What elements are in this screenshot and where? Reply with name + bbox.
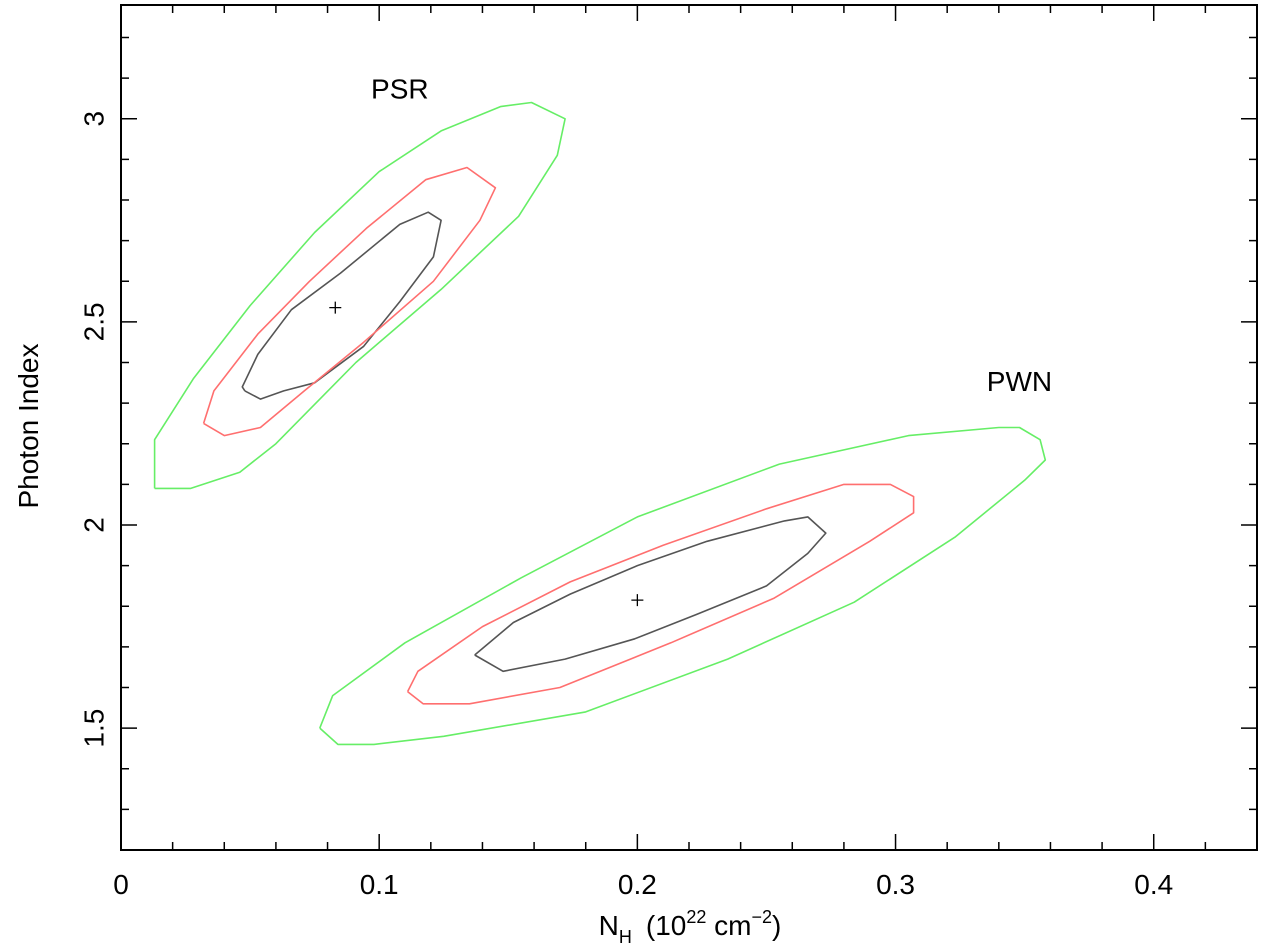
x-axis-title-unit-open: (10 (646, 910, 686, 941)
y-tick-label: 1.5 (78, 709, 109, 748)
contour-layer (153, 101, 1047, 746)
x-axis-title-subscript: H (619, 927, 632, 947)
pwn-annotation: PWN (987, 366, 1052, 397)
x-tick-labels: 0 0.1 0.2 0.3 0.4 (113, 869, 1173, 900)
psr-best-fit-marker (329, 301, 342, 314)
x-axis-title-main: N (599, 910, 619, 941)
y-axis-title: Photon Index (13, 343, 44, 508)
x-tick-label: 0 (113, 869, 129, 900)
y-tick-label: 2 (78, 517, 109, 533)
pwn-contour-outer (319, 426, 1047, 746)
pwn-contour-middle (406, 483, 915, 705)
x-tick-label: 0.1 (360, 869, 399, 900)
annotation-layer: PSR PWN (371, 73, 1052, 397)
x-axis-title-unit-mid: cm (706, 910, 751, 941)
tick-mark-layer (120, 5, 1258, 851)
y-tick-label: 2.5 (78, 302, 109, 341)
x-axis-title-exponent: 22 (686, 907, 706, 927)
pwn-best-fit-marker (631, 594, 644, 607)
x-axis-title-unit-close: ) (772, 910, 781, 941)
pwn-contour-inner (474, 516, 827, 673)
y-tick-label: 3 (78, 111, 109, 127)
plot-frame (120, 4, 1258, 851)
psr-contour-middle (202, 166, 497, 437)
x-tick-label: 0.4 (1134, 869, 1173, 900)
x-axis-title-exponent-2: −2 (751, 907, 772, 927)
x-tick-label: 0.3 (876, 869, 915, 900)
x-tick-label: 0.2 (618, 869, 657, 900)
x-axis-title: NH (1022 cm−2) (599, 907, 782, 947)
y-tick-labels: 1.5 2 2.5 3 (78, 111, 109, 748)
best-fit-layer (329, 301, 644, 607)
psr-annotation: PSR (371, 73, 429, 104)
psr-contour-inner (241, 211, 442, 400)
psr-contour-outer (153, 101, 566, 490)
